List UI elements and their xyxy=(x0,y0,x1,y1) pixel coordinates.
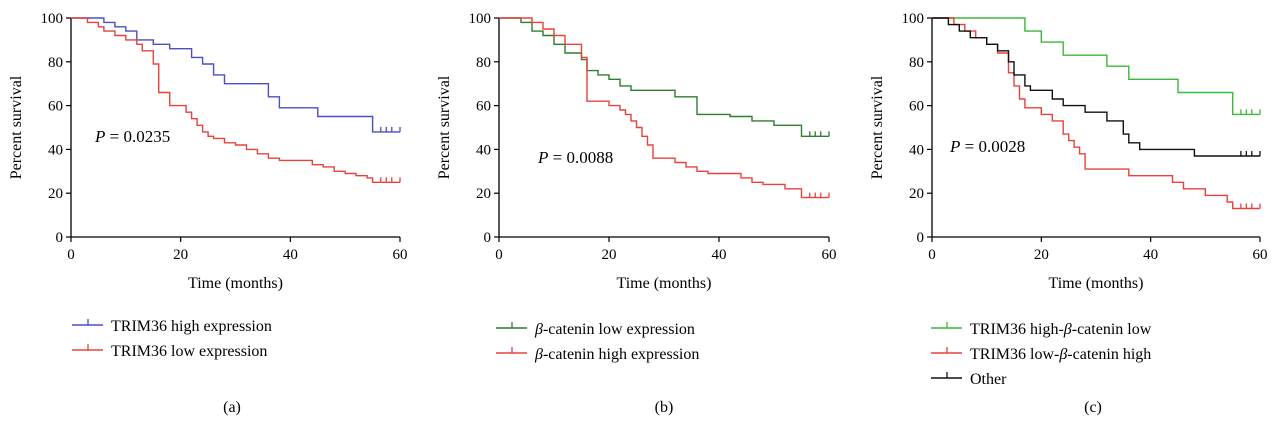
legend: TRIM36 high-β-catenin low TRIM36 low-β-ca… xyxy=(931,321,1152,388)
y-tick-label: 60 xyxy=(476,99,491,115)
legend-label: Other xyxy=(970,371,1007,388)
y-tick-label: 80 xyxy=(909,55,924,71)
x-tick-label: 20 xyxy=(602,247,617,263)
y-tick-label: 0 xyxy=(917,230,925,246)
p-value: P = 0.0088 xyxy=(537,148,613,167)
y-tick-label: 40 xyxy=(48,142,63,158)
p-value: P = 0.0028 xyxy=(949,137,1025,156)
survival-curve-3 xyxy=(932,17,1260,157)
y-tick-label: 20 xyxy=(909,186,924,202)
x-axis-title: Time (months) xyxy=(1049,275,1144,292)
x-tick-label: 20 xyxy=(1034,247,1049,263)
panel-label: (b) xyxy=(655,399,674,416)
x-axis-title: Time (months) xyxy=(617,275,712,292)
y-tick-label: 100 xyxy=(902,11,925,27)
survival-curve-2 xyxy=(932,17,1260,210)
panel-a: 0 20 40 60 80 100 0 20 40 60 Time (months) Percent … xyxy=(8,11,408,416)
legend: TRIM36 high expression TRIM36 low express… xyxy=(72,318,272,360)
x-tick-label: 60 xyxy=(822,247,837,263)
y-tick-label: 40 xyxy=(476,142,491,158)
x-tick-label: 0 xyxy=(67,247,75,263)
legend-label: TRIM36 high expression xyxy=(111,318,272,335)
x-tick-label: 40 xyxy=(712,247,727,263)
y-tick-label: 60 xyxy=(909,99,924,115)
y-tick-label: 80 xyxy=(476,55,491,71)
survival-curve-1 xyxy=(499,17,829,137)
legend-label: TRIM36 low expression xyxy=(111,343,267,360)
panel-label: (c) xyxy=(1084,399,1102,416)
panel-c: 0 20 40 60 80 100 0 20 40 60 Time (months) Percent … xyxy=(869,11,1268,416)
y-tick-label: 20 xyxy=(476,186,491,202)
y-tick-label: 0 xyxy=(56,230,64,246)
panel-b: 0 20 40 60 80 100 0 20 40 60 Time (months) Percent … xyxy=(436,11,837,416)
y-tick-label: 0 xyxy=(484,230,492,246)
y-tick-label: 40 xyxy=(909,142,924,158)
survival-curve-2 xyxy=(499,17,829,199)
x-tick-label: 0 xyxy=(495,247,503,263)
legend-label: β-catenin low expression xyxy=(534,321,695,338)
panel-label: (a) xyxy=(223,399,241,416)
y-tick-label: 100 xyxy=(469,11,492,27)
x-tick-label: 40 xyxy=(1143,247,1158,263)
x-tick-label: 40 xyxy=(283,247,298,263)
x-tick-label: 60 xyxy=(393,247,408,263)
x-tick-label: 60 xyxy=(1253,247,1268,263)
x-axis-title: Time (months) xyxy=(188,275,283,292)
x-tick-label: 20 xyxy=(173,247,188,263)
y-axis-title: Percent survival xyxy=(436,75,453,179)
legend: β-catenin low expression β-catenin high e… xyxy=(496,321,699,363)
survival-curve-2 xyxy=(71,17,400,183)
legend-label: TRIM36 high-β-catenin low xyxy=(970,321,1152,338)
y-tick-label: 60 xyxy=(48,99,63,115)
survival-curve-1 xyxy=(71,17,400,133)
legend-label: β-catenin high expression xyxy=(534,346,699,363)
y-tick-label: 20 xyxy=(48,186,63,202)
p-value: P = 0.0235 xyxy=(94,127,170,146)
y-tick-label: 80 xyxy=(48,55,63,71)
x-tick-label: 0 xyxy=(928,247,936,263)
y-axis-title: Percent survival xyxy=(869,75,886,179)
y-axis-title: Percent survival xyxy=(8,75,25,179)
y-tick-label: 100 xyxy=(41,11,64,27)
survival-curve-1 xyxy=(932,17,1260,116)
legend-label: TRIM36 low-β-catenin high xyxy=(970,346,1151,363)
